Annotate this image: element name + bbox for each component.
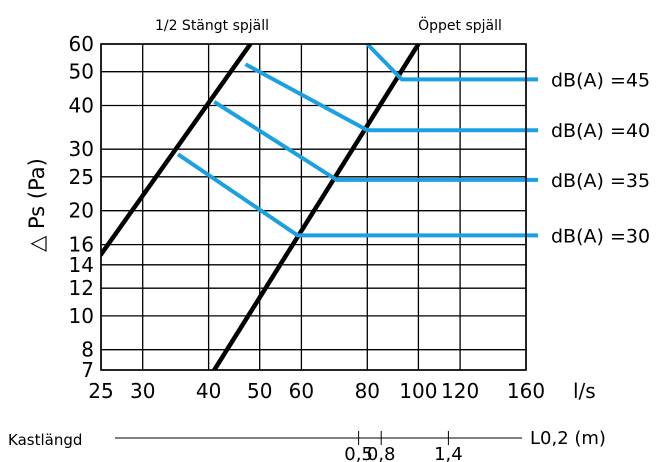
plot-frame [100,43,527,371]
db-labels: dB(A) =45 dB(A) =40 dB(A) =35 dB(A) =30 [551,69,650,247]
x-tick-label: 160 [507,379,545,403]
kastlangd-unit-label: L0,2 (m) [530,428,606,449]
db-label: dB(A) =30 [551,225,650,247]
kastlangd-tick-label: 1,4 [434,444,463,462]
y-tick-label: 10 [69,304,94,328]
db-label: dB(A) =35 [551,170,650,192]
kastlangd-axis: Kastlängd L0,2 (m) 0,50,8 1,4 [8,428,606,462]
x-tick-label: 60 [289,379,314,403]
damper-curve [212,44,421,370]
curve-label: 1/2 Stängt spjäll [155,18,269,34]
x-tick-label: 40 [196,379,221,403]
x-tick-label: 50 [247,379,272,403]
y-tick-label: 7 [81,358,94,382]
x-tick-label: 25 [88,379,113,403]
db-lines [176,42,538,238]
db-label: dB(A) =45 [551,69,650,91]
curve-labels: 1/2 Stängt spjäll Öppet spjäll [155,16,502,34]
y-tick-label: 12 [69,276,94,300]
plot-border [100,43,527,371]
kastlangd-label: Kastlängd [8,431,82,449]
y-tick-label: 14 [69,253,94,277]
x-tick-label: 30 [130,379,155,403]
x-tick-label: 100 [399,379,437,403]
damper-curve [101,44,253,257]
db-line [365,42,538,82]
kastlangd-marks: 0,50,8 1,4 [344,431,463,462]
y-tick-label: 16 [69,233,94,257]
x-tick-label: 80 [355,379,380,403]
y-axis-label: △ Ps (Pa) [25,158,49,252]
y-tick-label: 8 [81,338,94,362]
kastlangd-tick-label: 0,8 [367,444,396,462]
curves [101,44,421,370]
db-line [213,100,538,182]
kastlangd-tick-label: 0,5 [344,444,373,462]
y-tick-label: 25 [69,165,94,189]
db-label: dB(A) =40 [551,120,650,142]
db-line [176,152,538,238]
x-axis-label: l/s [573,379,596,403]
curve-label: Öppet spjäll [418,16,502,34]
x-tick-labels: 25 30 40 50 60 80 100 120 160 [88,379,545,403]
y-tick-label: 20 [69,199,94,223]
y-tick-label: 50 [69,60,94,84]
x-tick-label: 120 [441,379,479,403]
grid [100,43,527,371]
db-line [244,62,538,133]
y-tick-label: 60 [69,32,94,56]
y-tick-label: 30 [69,137,94,161]
y-tick-label: 40 [69,94,94,118]
